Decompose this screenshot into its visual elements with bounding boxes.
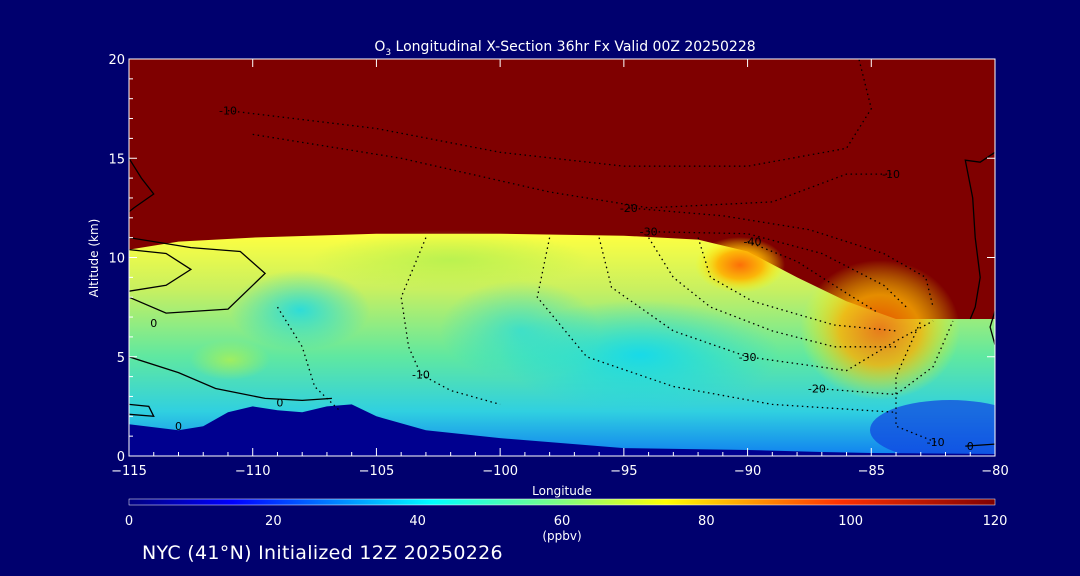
y-tick-label: 0 [117, 450, 125, 465]
contour-line-zero [129, 356, 332, 402]
contour-line-negative [252, 133, 892, 209]
contour-label: -10 [882, 168, 900, 181]
y-axis: 0 5 10 15 20 [108, 53, 995, 465]
contour-line-zero [129, 157, 155, 213]
x-tick-label: −95 [610, 464, 637, 479]
contour-label: -10 [927, 436, 945, 449]
colorbar-ticks: 0 20 40 60 80 100 120 [125, 514, 1008, 529]
colorbar: 0 20 40 60 80 100 120 (ppbv) [125, 498, 1008, 543]
contour-line-zero [989, 310, 995, 345]
y-tick-label: 20 [108, 53, 125, 68]
contour-line-negative [598, 237, 934, 372]
contour-label: -40 [744, 236, 762, 249]
contour-line-negative [747, 240, 880, 314]
contour-line-negative [697, 237, 897, 332]
chart-title: O3 Longitudinal X-Section 36hr Fx Valid … [374, 39, 755, 58]
contour-label: 0 [276, 396, 283, 409]
contour-line-zero [129, 236, 267, 314]
footer-info: NYC (41°N) Initialized 12Z 20250226 [142, 542, 503, 564]
colorbar-tick-label: 80 [698, 514, 715, 529]
colorbar-unit: (ppbv) [542, 529, 581, 543]
x-tick-label: −115 [111, 464, 147, 479]
contour-line-negative [227, 59, 872, 167]
x-axis-label: Longitude [532, 484, 592, 498]
terrain-mask [129, 404, 995, 456]
colorbar-tick-label: 0 [125, 514, 133, 529]
contour-label: 0 [175, 420, 182, 433]
x-tick-label: −100 [482, 464, 518, 479]
contour-line-negative [895, 320, 936, 443]
contour-line-negative [648, 231, 909, 310]
colorbar-tick-label: 60 [554, 514, 571, 529]
contour-label: 0 [967, 440, 974, 453]
colorbar-tick-label: 40 [409, 514, 426, 529]
contour-label: -20 [808, 383, 826, 396]
contour-label: -20 [620, 202, 638, 215]
contour-line-negative [536, 237, 897, 413]
y-tick-label: 5 [117, 351, 125, 366]
x-tick-label: −110 [235, 464, 271, 479]
colorbar-tick-label: 120 [983, 514, 1008, 529]
contour-line-zero [964, 151, 995, 320]
y-tick-label: 10 [108, 252, 125, 267]
x-tick-label: −105 [359, 464, 395, 479]
contour-line-negative [816, 320, 954, 396]
contour-line-negative [628, 207, 934, 308]
y-tick-label: 15 [108, 152, 125, 167]
y-axis-label: Altitude (km) [87, 219, 101, 298]
contour-line-zero [129, 248, 193, 292]
x-axis: −115 −110 −105 −100 −95 −90 −85 −80 [111, 59, 1009, 479]
x-tick-label: −80 [981, 464, 1008, 479]
contour-label: -10 [219, 105, 237, 118]
x-tick-label: −90 [734, 464, 761, 479]
contour-label: -10 [412, 369, 430, 382]
x-tick-label: −85 [858, 464, 885, 479]
contour-label: -30 [640, 226, 658, 239]
colorbar-tick-label: 100 [838, 514, 863, 529]
contour-line-zero [965, 443, 995, 447]
contour-label: 0 [150, 317, 157, 330]
contour-label: -30 [739, 351, 757, 364]
contour-line-zero [129, 403, 155, 418]
colorbar-tick-label: 20 [265, 514, 282, 529]
colorbar-gradient [128, 498, 996, 506]
contour-lines [129, 59, 995, 447]
